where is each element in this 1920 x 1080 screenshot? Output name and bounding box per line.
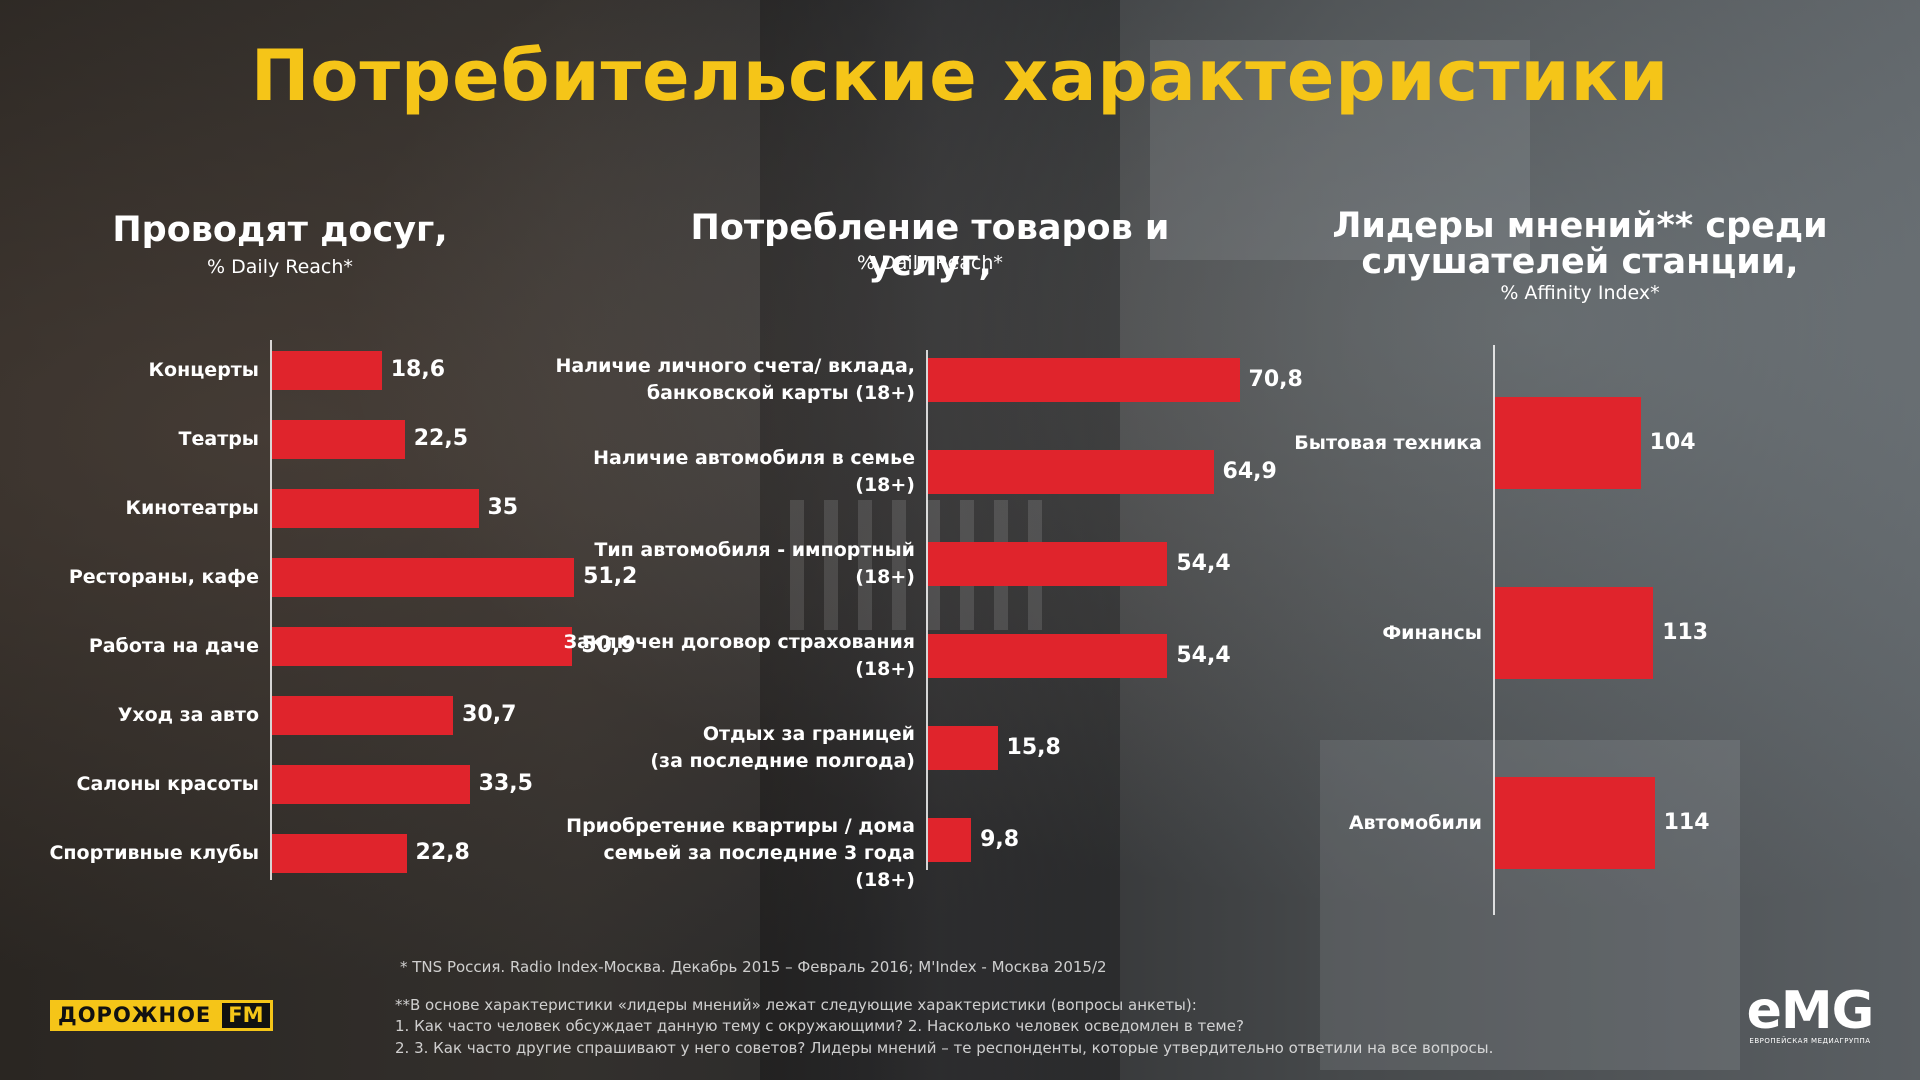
footnote-note: **В основе характеристики «лидеры мнений…	[395, 996, 1197, 1014]
axis-line-opinion-leaders	[1493, 345, 1495, 915]
value-label: 22,5	[413, 426, 469, 451]
category-label-line: Спортивные клубы	[49, 841, 259, 864]
value-label: 18,6	[390, 357, 446, 382]
bar	[272, 557, 575, 597]
section-title-consumption: Потребление товаров и услуг,	[690, 208, 1170, 284]
bar	[1495, 397, 1641, 489]
category-label-line: Рестораны, кафе	[68, 565, 259, 588]
category-label-line: Приобретение квартиры / дома	[566, 815, 915, 837]
value-label: 114	[1663, 810, 1710, 835]
bar	[272, 488, 479, 528]
category-label: Театры	[19, 426, 259, 453]
section-subtitle-leisure: % Daily Reach*	[207, 256, 353, 278]
category-label-line: Финансы	[1382, 621, 1482, 644]
value-label: 64,9	[1222, 459, 1277, 484]
emg-logo: eMG ЕВРОПЕЙСКАЯ МЕДИАГРУППА	[1740, 985, 1880, 1045]
footnote-question-2: 2. 3. Как часто другие спрашивают у него…	[395, 1039, 1494, 1057]
category-label: Бытовая техника	[1282, 430, 1482, 457]
category-label: Финансы	[1282, 620, 1482, 647]
category-label: Спортивные клубы	[19, 840, 259, 867]
category-label-line: Наличие личного счета/ вклада,	[555, 355, 915, 377]
category-label: Наличие автомобиля в семье (18+)	[545, 445, 915, 499]
axis-line-leisure	[270, 340, 272, 880]
bar	[1495, 777, 1655, 869]
category-label: Приобретение квартиры / дома семьей за по…	[545, 813, 915, 894]
bar	[272, 350, 382, 390]
category-label-line: Кинотеатры	[125, 496, 259, 519]
category-label-line: Концерты	[148, 358, 259, 381]
category-label-line: Отдых за границей	[702, 723, 915, 745]
category-label: Концерты	[19, 357, 259, 384]
category-label: Тип автомобиля - импортный (18+)	[545, 537, 915, 591]
category-label: Заключен договор страхования (18+)	[545, 629, 915, 683]
value-label: 70,8	[1248, 367, 1303, 392]
background-building	[1150, 40, 1530, 260]
value-label: 35	[487, 495, 519, 520]
section-subtitle-consumption: % Daily Reach*	[857, 252, 1003, 274]
bar	[272, 626, 573, 666]
category-label-line: семьей за последние 3 года (18+)	[603, 842, 916, 891]
bar	[272, 695, 454, 735]
bar	[272, 419, 405, 459]
logo-fm: FM	[219, 1000, 273, 1031]
category-label-line: Заключен договор страхования	[563, 631, 915, 653]
bar	[928, 542, 1168, 586]
value-label: 9,8	[980, 827, 1020, 852]
category-label-line: Театры	[178, 427, 259, 450]
category-label-line: Наличие автомобиля в семье	[593, 447, 915, 469]
category-label: Работа на даче	[19, 633, 259, 660]
background-road	[760, 0, 1120, 1080]
category-label: Отдых за границей (за последние полгода)	[545, 721, 915, 775]
category-label-line: Бытовая техника	[1294, 431, 1482, 454]
bar	[272, 833, 407, 873]
category-label-line: Уход за авто	[117, 703, 259, 726]
category-label: Рестораны, кафе	[19, 564, 259, 591]
section-subtitle-opinion-leaders: % Affinity Index*	[1500, 282, 1660, 304]
category-label: Наличие личного счета/ вклада, банковской…	[545, 353, 915, 407]
category-label: Автомобили	[1282, 810, 1482, 837]
bar	[1495, 587, 1654, 679]
category-label-line: банковской карты (18+)	[646, 382, 915, 404]
value-label: 15,8	[1006, 735, 1061, 760]
value-label: 30,7	[462, 702, 517, 727]
value-label: 22,8	[415, 840, 470, 865]
category-label-line: (18+)	[855, 566, 915, 588]
emg-logo-subtitle: ЕВРОПЕЙСКАЯ МЕДИАГРУППА	[1749, 1037, 1871, 1045]
value-label: 50,9	[581, 633, 636, 658]
category-label-line: (за последние полгода)	[650, 750, 915, 772]
bar	[272, 764, 470, 804]
category-label-line: Работа на даче	[88, 634, 259, 657]
value-label: 51,2	[583, 564, 638, 589]
category-label-line: Салоны красоты	[76, 772, 260, 795]
value-label: 33,5	[478, 771, 533, 796]
bar	[928, 818, 972, 862]
bar	[928, 358, 1240, 402]
dorozhnoe-fm-logo: ДОРОЖНОЕ FM	[50, 1000, 273, 1031]
bar	[928, 634, 1168, 678]
value-label: 104	[1649, 430, 1696, 455]
axis-line-consumption	[926, 350, 928, 870]
emg-logo-mark: eMG	[1746, 981, 1875, 1041]
value-label: 54,4	[1176, 643, 1231, 668]
section-title-leisure: Проводят досуг,	[112, 210, 448, 250]
category-label-line: (18+)	[855, 474, 915, 496]
footnote-source: * TNS Россия. Radio Index-Москва. Декабр…	[400, 958, 1107, 976]
value-label: 113	[1662, 620, 1709, 645]
bar	[928, 450, 1214, 494]
section-title-opinion-leaders: Лидеры мнений** среди слушателей станции…	[1332, 206, 1828, 282]
category-label-line: Автомобили	[1348, 811, 1482, 834]
page-title: Потребительские характеристики	[250, 35, 1670, 117]
footnote-question-1: 1. Как часто человек обсуждает данную те…	[395, 1017, 1244, 1035]
category-label: Уход за авто	[19, 702, 259, 729]
category-label: Кинотеатры	[19, 495, 259, 522]
category-label-line: (18+)	[855, 658, 915, 680]
value-label: 54,4	[1176, 551, 1231, 576]
category-label: Салоны красоты	[19, 771, 260, 798]
bar	[928, 726, 998, 770]
logo-text: ДОРОЖНОЕ	[50, 1000, 220, 1031]
category-label-line: Тип автомобиля - импортный	[594, 539, 915, 561]
